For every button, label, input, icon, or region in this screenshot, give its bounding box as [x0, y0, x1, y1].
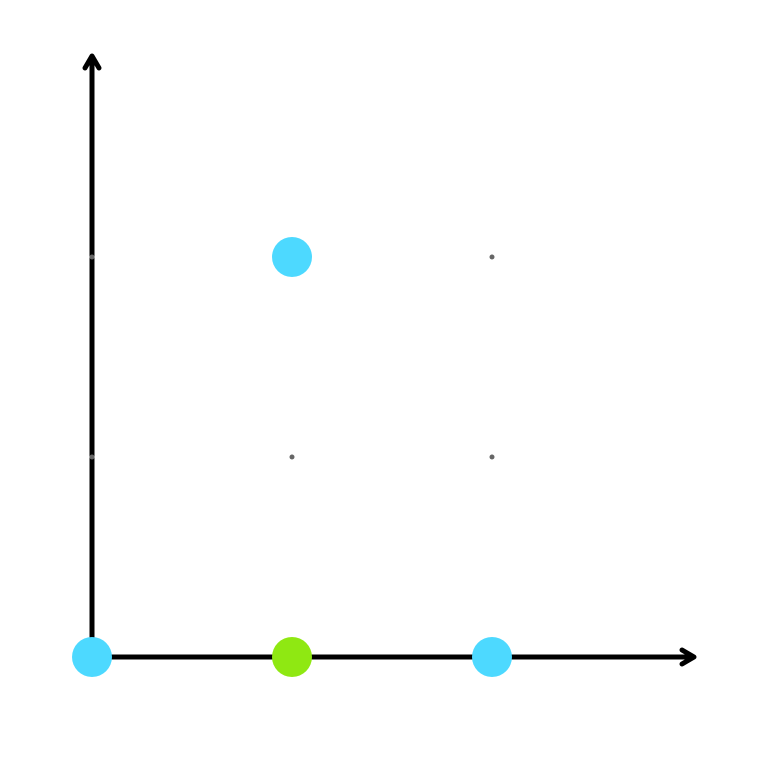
lattice-point-0-0: [72, 637, 112, 677]
grid-dot-0-1: [89, 454, 95, 460]
x-axis-arrowhead-icon: [679, 647, 697, 667]
grid-dot-0-2: [89, 254, 95, 260]
grid-dot-2-1: [489, 454, 495, 460]
y-axis-arrowhead-icon: [82, 53, 102, 71]
lattice-points: [72, 237, 512, 677]
lattice-point-1-0: [272, 637, 312, 677]
lattice-point-1-2: [272, 237, 312, 277]
grid-dot-2-2: [489, 254, 495, 260]
grid-dot-1-1: [289, 454, 295, 460]
lattice-point-2-0: [472, 637, 512, 677]
axes: [82, 53, 697, 667]
